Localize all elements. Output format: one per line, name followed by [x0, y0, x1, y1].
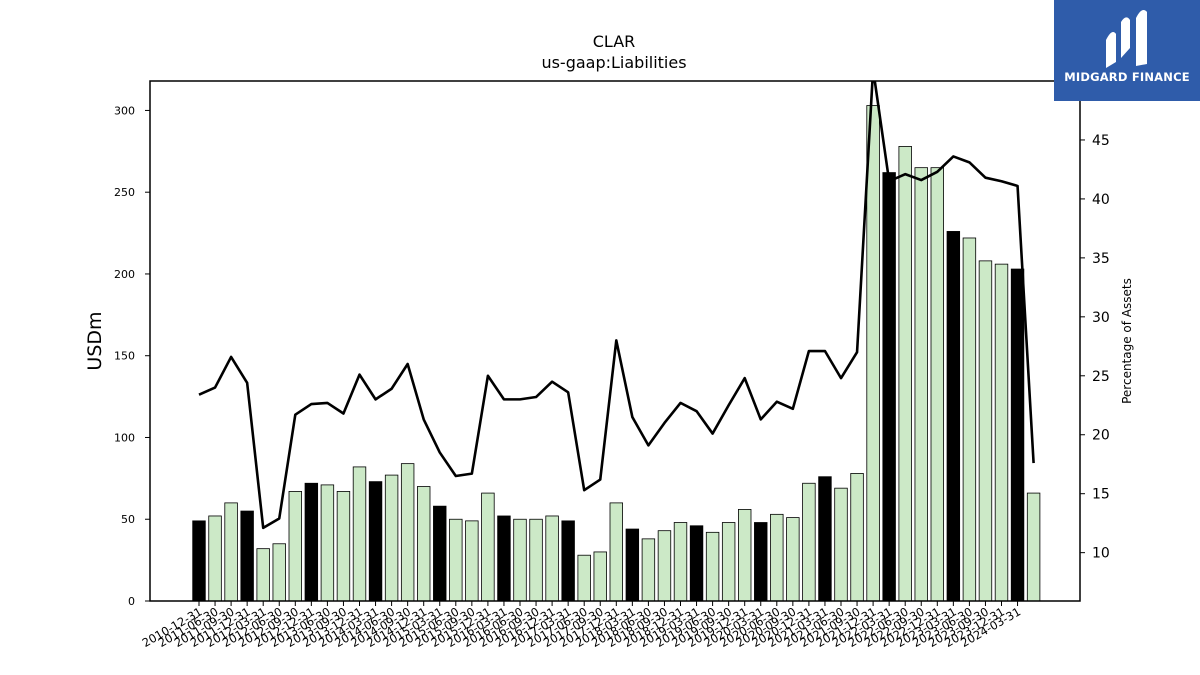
y2-axis-label: Percentage of Assets	[1120, 278, 1134, 404]
bar-2011-03-31	[208, 515, 222, 602]
bar-2016-09-30	[561, 520, 575, 602]
bar-2016-12-31	[577, 554, 591, 602]
bar-2018-12-31	[705, 531, 720, 602]
bar-2012-09-30	[304, 482, 319, 602]
logo-text: MIDGARD FINANCE	[1064, 70, 1190, 84]
y2-tick-label-25: 25	[1092, 369, 1110, 385]
bar-2013-03-31	[336, 491, 351, 602]
bar-2018-09-30	[689, 525, 704, 602]
bar-2016-03-31	[529, 518, 543, 602]
y-tick-label-200: 200	[114, 268, 135, 281]
bar-2019-09-30	[754, 522, 768, 602]
bar-2014-06-30	[416, 486, 431, 602]
y-tick-label-0: 0	[128, 595, 135, 608]
y-tick-label-250: 250	[114, 186, 135, 199]
bar-2015-09-30	[497, 515, 511, 602]
bar-2018-03-31	[657, 530, 672, 602]
bar-2020-12-31	[834, 487, 848, 602]
bar-2023-06-30	[994, 263, 1009, 602]
bar-2021-12-31	[898, 146, 912, 602]
bar-2023-09-30	[1010, 268, 1025, 602]
bar-2013-12-31	[384, 474, 399, 602]
y2-tick-label-45: 45	[1092, 133, 1110, 149]
bar-2017-12-31	[641, 538, 656, 602]
bar-2015-06-30	[481, 492, 495, 602]
bar-2011-12-31	[256, 548, 270, 602]
bar-2019-06-30	[738, 509, 752, 602]
bar-2012-03-31	[272, 543, 286, 602]
bar-2014-09-30	[433, 505, 447, 602]
bar-2011-06-30	[224, 502, 238, 602]
y2-tick-label-15: 15	[1092, 487, 1110, 503]
y2-tick-label-30: 30	[1092, 310, 1110, 326]
y2-tick-label-20: 20	[1092, 428, 1110, 444]
bar-2022-12-31	[962, 237, 977, 602]
bar-2020-06-30	[802, 482, 816, 602]
chart-subtitle: us-gaap:Liabilities	[541, 53, 687, 72]
y2-tick-label-10: 10	[1092, 546, 1110, 562]
bar-2021-09-30	[882, 172, 896, 602]
y-tick-label-300: 300	[114, 104, 135, 117]
y-tick-label-50: 50	[121, 513, 135, 526]
bar-2019-03-31	[721, 522, 736, 602]
bar-2022-03-31	[914, 167, 928, 602]
bar-2017-03-31	[593, 551, 607, 602]
bar-2021-03-31	[850, 473, 864, 602]
chart-title: CLAR	[592, 32, 636, 51]
bar-2010-12-31	[192, 520, 206, 602]
y2-tick-label-35: 35	[1092, 251, 1110, 267]
bar-2017-06-30	[609, 502, 624, 602]
bar-2017-09-30	[625, 528, 640, 602]
bar-2020-03-31	[786, 517, 800, 602]
y2-tick-label-40: 40	[1092, 192, 1110, 208]
y-axis-label: USDm	[84, 311, 106, 370]
bar-2016-06-30	[545, 515, 559, 602]
bar-2019-12-31	[770, 513, 784, 602]
logo-mark-icon	[1106, 10, 1147, 68]
bar-2012-12-31	[320, 484, 335, 602]
bar-2015-12-31	[513, 518, 527, 602]
bar-2023-12-31	[1026, 492, 1041, 602]
bar-2012-06-30	[288, 491, 303, 602]
bar-2023-03-31	[978, 260, 993, 602]
bar-2022-09-30	[946, 231, 961, 602]
midgard-finance-logo: MIDGARD FINANCE	[1054, 0, 1200, 101]
bar-2021-06-30	[866, 105, 880, 602]
bar-2020-09-30	[818, 476, 832, 602]
bar-2011-09-30	[240, 510, 254, 602]
bar-2013-06-30	[352, 466, 367, 602]
bar-2015-03-31	[465, 520, 479, 602]
bar-2014-12-31	[449, 518, 463, 602]
bar-2022-06-30	[930, 167, 945, 602]
bar-2014-03-31	[400, 463, 415, 602]
bar-2018-06-30	[673, 522, 688, 602]
bar-2013-09-30	[368, 481, 383, 602]
plot-frame	[149, 80, 1081, 602]
y-tick-label-100: 100	[114, 431, 135, 444]
y-tick-label-150: 150	[114, 350, 135, 363]
percent-of-assets-line	[198, 81, 1035, 530]
